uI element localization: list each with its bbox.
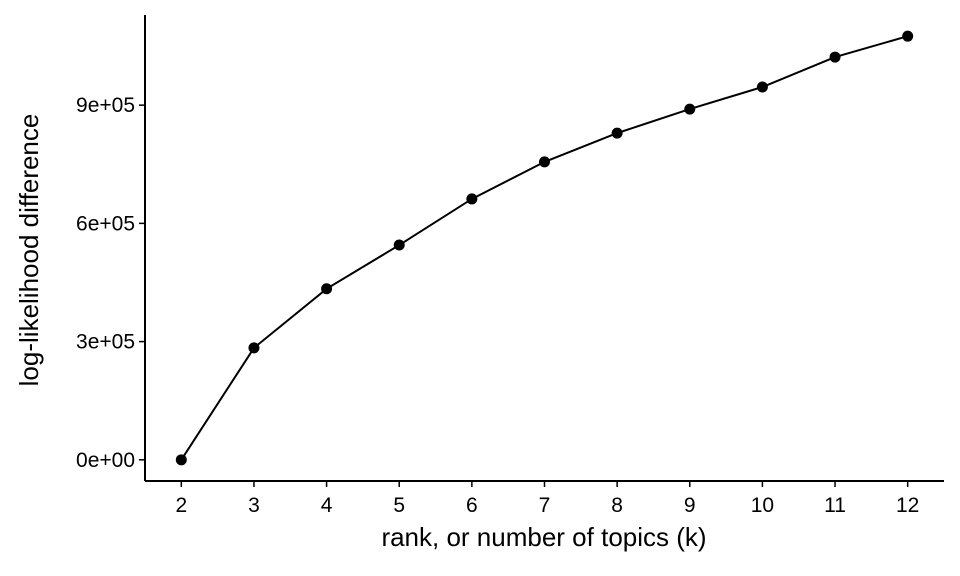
point [321, 283, 333, 295]
point [902, 30, 914, 42]
x-tick-label: 2 [175, 494, 187, 517]
x-tick-label: 11 [824, 494, 846, 517]
y-tick-label: 9e+05 [76, 94, 135, 117]
x-tick-label: 3 [248, 494, 260, 517]
point [684, 103, 696, 115]
x-tick-label: 9 [684, 494, 696, 517]
x-axis-title: rank, or number of topics (k) [381, 522, 706, 552]
point [611, 127, 623, 139]
y-tick-label: 0e+00 [76, 449, 135, 472]
point [756, 81, 768, 93]
x-tick-label: 8 [611, 494, 623, 517]
x-tick-label: 10 [751, 494, 774, 517]
x-tick-label: 4 [321, 494, 333, 517]
point [393, 239, 405, 251]
x-tick-label: 12 [896, 494, 919, 517]
y-axis-title: log-likelihood difference [14, 114, 44, 387]
x-tick-label: 7 [539, 494, 551, 517]
x-tick-label: 5 [393, 494, 405, 517]
point [175, 454, 187, 466]
x-tick-label: 6 [466, 494, 478, 517]
line [180, 35, 908, 461]
point [829, 51, 841, 63]
y-tick-label: 3e+05 [76, 331, 135, 354]
point [248, 342, 260, 354]
point [466, 193, 478, 205]
y-tick-label: 6e+05 [76, 212, 135, 235]
point [539, 156, 550, 168]
